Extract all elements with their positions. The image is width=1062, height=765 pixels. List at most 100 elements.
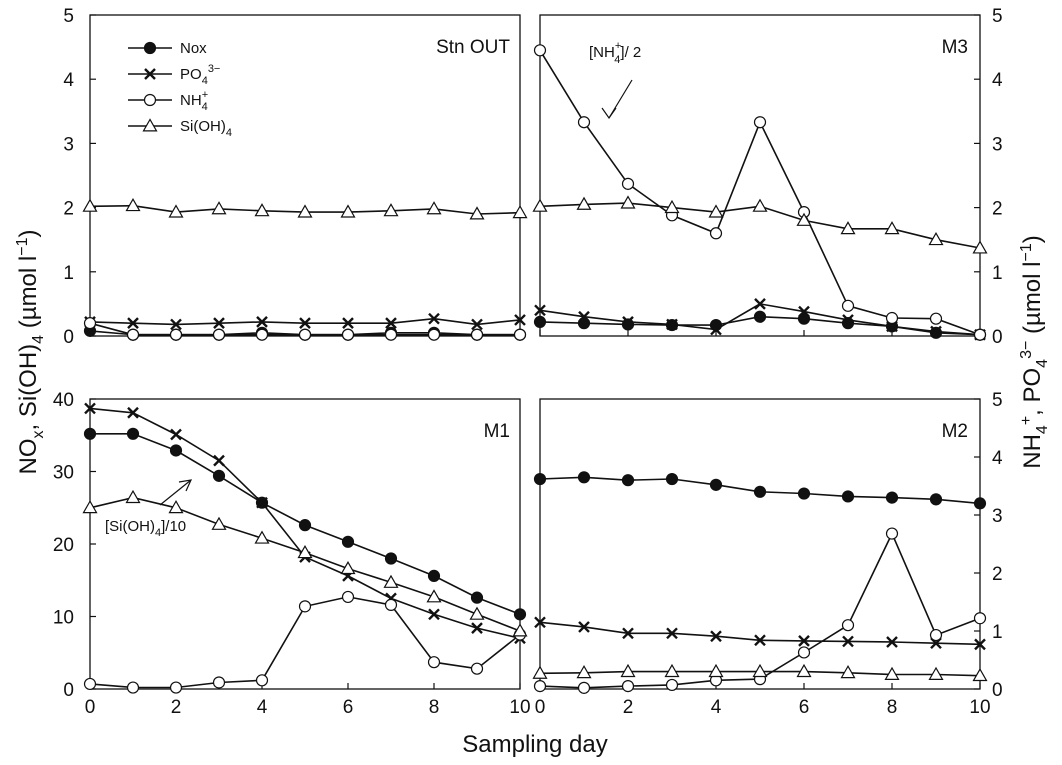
series-nh4-point-4	[709, 227, 723, 240]
x-tick-label: 10	[509, 697, 530, 718]
y-tick-label: 0	[992, 327, 1003, 348]
series-nh4-point-7	[841, 299, 855, 312]
series-sioh4-point-2	[620, 663, 636, 678]
series-nh4-point-7	[384, 328, 398, 341]
series-po4-point-3	[213, 317, 225, 330]
series-sioh4-point-6	[796, 212, 812, 226]
annotation-nh4: [NH+ 4]/ 2	[589, 40, 641, 66]
series-po4-point-8	[886, 636, 898, 648]
series-nox-point-5	[753, 485, 767, 498]
series-nh4-point-5	[753, 116, 767, 129]
series-sioh4-point-6	[340, 560, 356, 575]
series-po4-point-2	[622, 627, 634, 640]
series-nh4-point-6	[341, 328, 355, 341]
y-tick-label: 1	[992, 622, 1003, 643]
series-po4-point-4	[256, 316, 268, 328]
series-nh4-point-3	[212, 676, 226, 689]
series-po4-point-3	[666, 318, 678, 331]
series-nh4-point-7	[841, 619, 855, 632]
series-sioh4-point-2	[620, 195, 636, 209]
series-nh4-point-2	[169, 681, 183, 694]
series-nh4-point-0	[533, 44, 547, 57]
series-nh4-point-3	[665, 678, 679, 692]
series-sioh4-point-1	[576, 665, 592, 679]
series-sioh4-point-1	[125, 489, 141, 504]
series-sioh4-point-1	[125, 197, 141, 212]
series-nh4-point-4	[255, 674, 269, 687]
legend-nh4-point-0	[143, 93, 157, 107]
series-sioh4-point-0	[532, 198, 548, 212]
series-sioh4-point-3	[211, 516, 227, 530]
series-po4-point-6	[798, 635, 810, 647]
series-sioh4-point-6	[340, 204, 356, 218]
x-tick-label: 8	[429, 697, 440, 718]
x-tick-label: 8	[887, 697, 898, 718]
series-nox-point-0	[83, 427, 97, 440]
series-nh4-point-4	[255, 328, 269, 341]
series-sioh4-point-9	[469, 606, 485, 620]
series-po4-point-4	[710, 630, 722, 643]
series-po4-point-7	[842, 635, 854, 648]
series-sioh4-point-2	[168, 204, 184, 218]
legend-label: NH4+	[180, 89, 208, 113]
series-sioh4-point-3	[664, 199, 680, 214]
series-nox-point-3	[212, 469, 226, 482]
y-axis-title-right: NH4+, PO43− (µmol l−1)	[1018, 235, 1051, 469]
series-nox-point-10	[973, 497, 987, 510]
series-nox-point-2	[169, 444, 183, 457]
x-tick-label: 0	[85, 697, 96, 718]
series-nh4-point-8	[885, 527, 899, 540]
legend-po4-point-0	[144, 68, 156, 80]
series-nh4-point-1	[577, 681, 591, 694]
series-nox-point-8	[427, 569, 441, 583]
series-sioh4-point-10	[972, 240, 988, 254]
series-sioh4-point-9	[928, 666, 944, 680]
x-tick-label: 2	[623, 697, 634, 718]
series-nh4-point-10	[973, 612, 987, 625]
x-tick-label: 0	[535, 697, 546, 718]
series-sioh4-point-3	[664, 663, 680, 678]
series-nh4-point-7	[384, 598, 398, 612]
legend-sioh4-point-0	[142, 118, 158, 132]
annotation-sioh4: [Si(OH)4]/10	[105, 518, 186, 539]
series-po4-point-2	[622, 316, 634, 328]
series-po4-point-9	[471, 622, 483, 634]
y-tick-label: 2	[63, 199, 74, 220]
y-tick-label: 1	[63, 263, 74, 284]
series-nh4-point-0	[83, 317, 97, 330]
series-nox-point-10	[513, 608, 527, 621]
series-po4-point-1	[127, 317, 139, 330]
series-sioh4-point-5	[752, 663, 768, 678]
series-nh4-point-2	[169, 328, 183, 341]
series-nox-point-7	[841, 490, 855, 503]
panel-frame	[539, 14, 981, 337]
series-po4-point-9	[471, 318, 483, 331]
series-nox-point-1	[577, 471, 591, 484]
series-sioh4-point-0	[532, 665, 548, 679]
series-nox-point-3	[665, 472, 679, 486]
series-nox-point-0	[533, 315, 547, 328]
y-tick-label: 40	[53, 390, 74, 411]
y-tick-label: 0	[63, 680, 74, 701]
series-sioh4-point-4	[708, 204, 724, 218]
series-sioh4-point-10	[512, 205, 528, 219]
y-tick-label: 10	[53, 608, 74, 629]
x-tick-label: 4	[257, 697, 268, 718]
series-nh4-point-5	[298, 328, 312, 341]
y-tick-label: 5	[992, 390, 1003, 411]
series-po4-point-2	[170, 428, 182, 441]
series-sioh4-point-3	[211, 201, 227, 215]
series-nh4-point-6	[341, 590, 355, 604]
x-tick-label: 4	[711, 697, 722, 718]
panel-title: M2	[942, 421, 968, 442]
series-po4-point-8	[428, 312, 440, 325]
series-nh4-point-1	[126, 681, 140, 694]
series-sioh4-point-7	[383, 574, 399, 588]
y-tick-label: 4	[63, 70, 74, 91]
y-tick-label: 3	[992, 506, 1003, 527]
y-tick-label: 5	[63, 6, 74, 27]
y-tick-label: 4	[992, 448, 1003, 469]
series-po4-point-0	[84, 402, 96, 415]
